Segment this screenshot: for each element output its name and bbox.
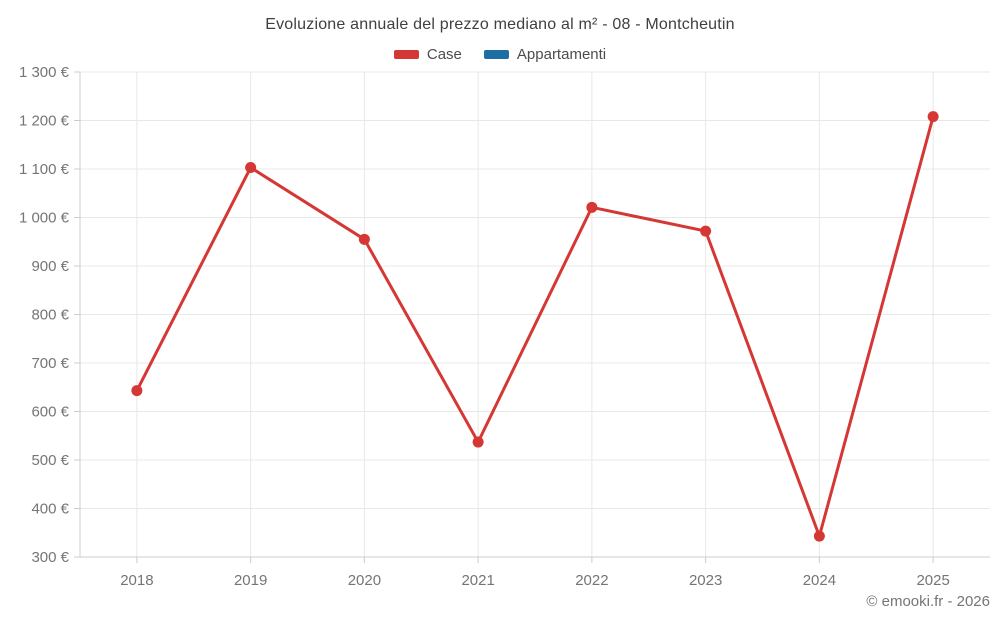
- data-point-case-2023[interactable]: [700, 225, 712, 237]
- y-axis-label: 600 €: [31, 404, 69, 421]
- data-point-case-2018[interactable]: [131, 385, 143, 397]
- legend-item-appartamenti[interactable]: Appartamenti: [483, 46, 607, 63]
- y-axis-label: 400 €: [31, 501, 69, 518]
- chart-title: Evoluzione annuale del prezzo mediano al…: [265, 16, 735, 33]
- x-axis-label: 2021: [461, 572, 494, 589]
- x-axis-label: 2023: [689, 572, 722, 589]
- y-axis-label: 900 €: [31, 258, 69, 275]
- legend-label: Case: [426, 46, 462, 63]
- y-axis-label: 700 €: [31, 355, 69, 372]
- x-axis-label: 2024: [803, 572, 836, 589]
- y-axis-label: 800 €: [31, 307, 69, 324]
- y-axis-label: 300 €: [31, 549, 69, 566]
- y-axis-label: 1 300 €: [19, 64, 70, 81]
- data-point-case-2022[interactable]: [586, 201, 598, 213]
- legend-label: Appartamenti: [516, 46, 607, 63]
- legend-swatch-case: [393, 50, 419, 59]
- data-point-case-2019[interactable]: [245, 162, 257, 174]
- y-axis-label: 500 €: [31, 452, 69, 469]
- legend: Case Appartamenti: [0, 46, 1000, 63]
- x-axis-label: 2022: [575, 572, 608, 589]
- x-axis-label: 2018: [120, 572, 153, 589]
- data-point-case-2025[interactable]: [927, 111, 939, 123]
- y-axis-label: 1 100 €: [19, 161, 70, 178]
- legend-item-case[interactable]: Case: [393, 46, 462, 63]
- series-line-case: [135, 115, 935, 538]
- x-axis-label: 2019: [234, 572, 267, 589]
- credit-footer: © emooki.fr - 2026: [866, 593, 990, 610]
- y-axis-label: 1 200 €: [19, 113, 70, 130]
- y-axis-label: 1 000 €: [19, 210, 70, 227]
- x-axis-label: 2025: [916, 572, 949, 589]
- x-axis-label: 2020: [348, 572, 381, 589]
- data-point-case-2024[interactable]: [813, 530, 825, 542]
- data-point-case-2021[interactable]: [472, 436, 484, 448]
- legend-swatch-appartamenti: [483, 50, 509, 59]
- data-point-case-2020[interactable]: [358, 233, 370, 245]
